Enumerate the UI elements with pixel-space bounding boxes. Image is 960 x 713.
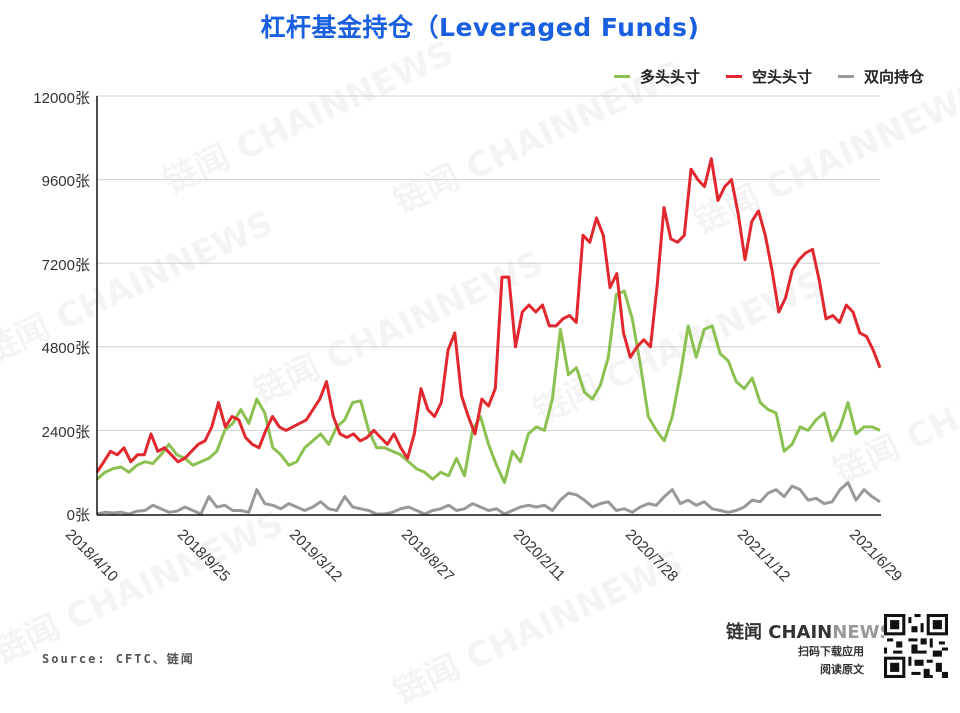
brand-logo: 链闻 CHAINNEWS	[726, 618, 892, 644]
line-chart	[95, 95, 882, 516]
gridlines	[97, 95, 880, 431]
y-tick-label: 12000张	[33, 90, 90, 107]
y-tick-label: 9600张	[41, 173, 90, 190]
brand-en-chain: CHAIN	[768, 622, 833, 643]
legend-label-spread: 双向持仓	[863, 68, 924, 86]
legend-swatch-long	[613, 75, 630, 78]
y-tick-label: 7200张	[41, 257, 90, 274]
brand-cn: 链闻	[726, 622, 762, 643]
legend-label-short: 空头头寸	[751, 68, 812, 86]
legend-swatch-short	[725, 75, 742, 78]
legend-item-spread: 双向持仓	[837, 66, 924, 87]
legend-swatch-spread	[837, 75, 854, 78]
brand-sub-download: 扫码下载应用	[798, 645, 864, 658]
brand-en-news: NEWS	[832, 622, 893, 643]
qr-code-icon[interactable]	[884, 614, 948, 678]
brand-sub-read: 阅读原文	[820, 663, 864, 676]
y-tick-label: 4800张	[41, 340, 90, 357]
series-lines	[95, 157, 882, 516]
chart-legend: 多头头寸 空头头寸 双向持仓	[613, 66, 924, 87]
series-line-short	[95, 157, 882, 474]
legend-label-long: 多头头寸	[639, 68, 700, 86]
series-line-spread	[96, 481, 881, 516]
legend-item-short: 空头头寸	[725, 66, 812, 87]
series-line-long	[96, 289, 881, 485]
y-tick-label: 2400张	[41, 424, 90, 441]
source-note: Source: CFTC、链闻	[42, 652, 195, 666]
y-tick-label: 0张	[66, 507, 90, 524]
legend-item-long: 多头头寸	[613, 66, 700, 87]
chart-title: 杠杆基金持仓（Leveraged Funds)	[260, 13, 700, 42]
